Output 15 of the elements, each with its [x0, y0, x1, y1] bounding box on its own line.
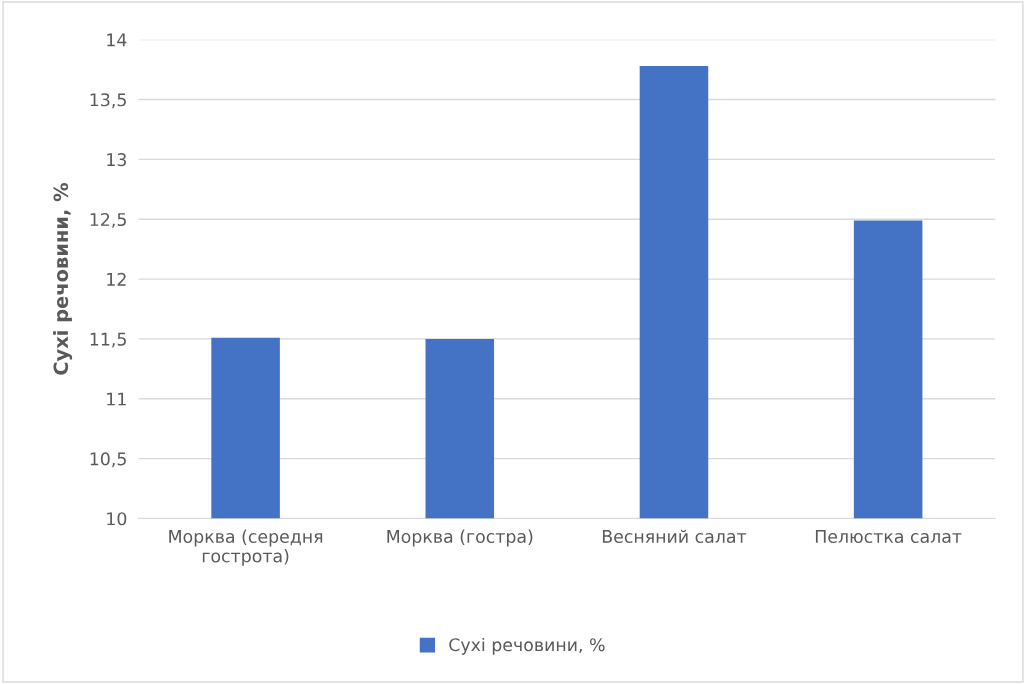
- x-tick-label: Весняний салат: [602, 529, 747, 544]
- y-tick-label: 10: [107, 512, 127, 526]
- y-tick-label: 10,5: [90, 452, 126, 468]
- y-tick-label: 13,5: [90, 93, 126, 109]
- y-tick-label: 12: [107, 272, 126, 286]
- x-tick-label: Морква (гостра): [387, 529, 533, 547]
- y-tick-label: 11: [107, 392, 126, 406]
- x-tick-label: Морква (середня гострота): [169, 529, 323, 566]
- legend-label: Сухі речовини, %: [449, 637, 605, 655]
- y-tick-label: 13: [107, 153, 127, 167]
- y-tick-label: 12,5: [90, 212, 126, 228]
- y-tick-label: 11,5: [90, 332, 126, 348]
- x-tick-label: Пелюстка салат: [815, 530, 962, 544]
- y-axis-title: Сухі речовини, %: [53, 183, 73, 375]
- y-tick-label: 14: [107, 33, 127, 47]
